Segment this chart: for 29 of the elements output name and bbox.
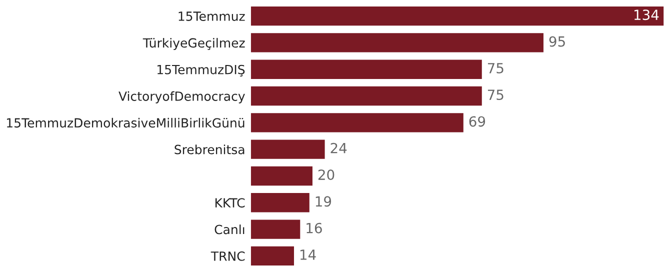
bar (250, 193, 310, 212)
bar (250, 33, 544, 52)
data-label: 16 (306, 222, 322, 234)
bar (250, 60, 482, 79)
y-tick-label: 15TemmuzDemokrasiveMilliBirlikGünü (7, 118, 244, 128)
y-tick-label: TürkiyeGeçilmez (142, 38, 245, 50)
bar (250, 166, 312, 186)
data-label: 134 (634, 10, 659, 20)
bar (250, 6, 664, 26)
y-tick-label: Canlı (214, 224, 244, 234)
data-label: 75 (488, 90, 504, 100)
data-label: 75 (488, 63, 504, 74)
data-label: 69 (469, 116, 486, 127)
data-label: 95 (549, 36, 565, 47)
data-label: 14 (300, 250, 316, 260)
y-tick-label: KKTC (215, 198, 245, 208)
y-tick-label: Srebrenitsa (174, 144, 244, 154)
y-tick-label: TRNC (210, 251, 245, 261)
data-label: 19 (316, 196, 332, 207)
data-label: 24 (330, 142, 347, 154)
data-label: 20 (318, 170, 334, 180)
bar (250, 140, 325, 159)
y-tick-label: VictoryofDemocracy (118, 91, 245, 104)
bar (250, 113, 464, 132)
bar (250, 220, 300, 239)
bar (250, 246, 294, 266)
bar (250, 86, 482, 106)
y-tick-label: 15TemmuzDIŞ (158, 64, 245, 77)
y-tick-label: 15Temmuz (178, 12, 245, 21)
